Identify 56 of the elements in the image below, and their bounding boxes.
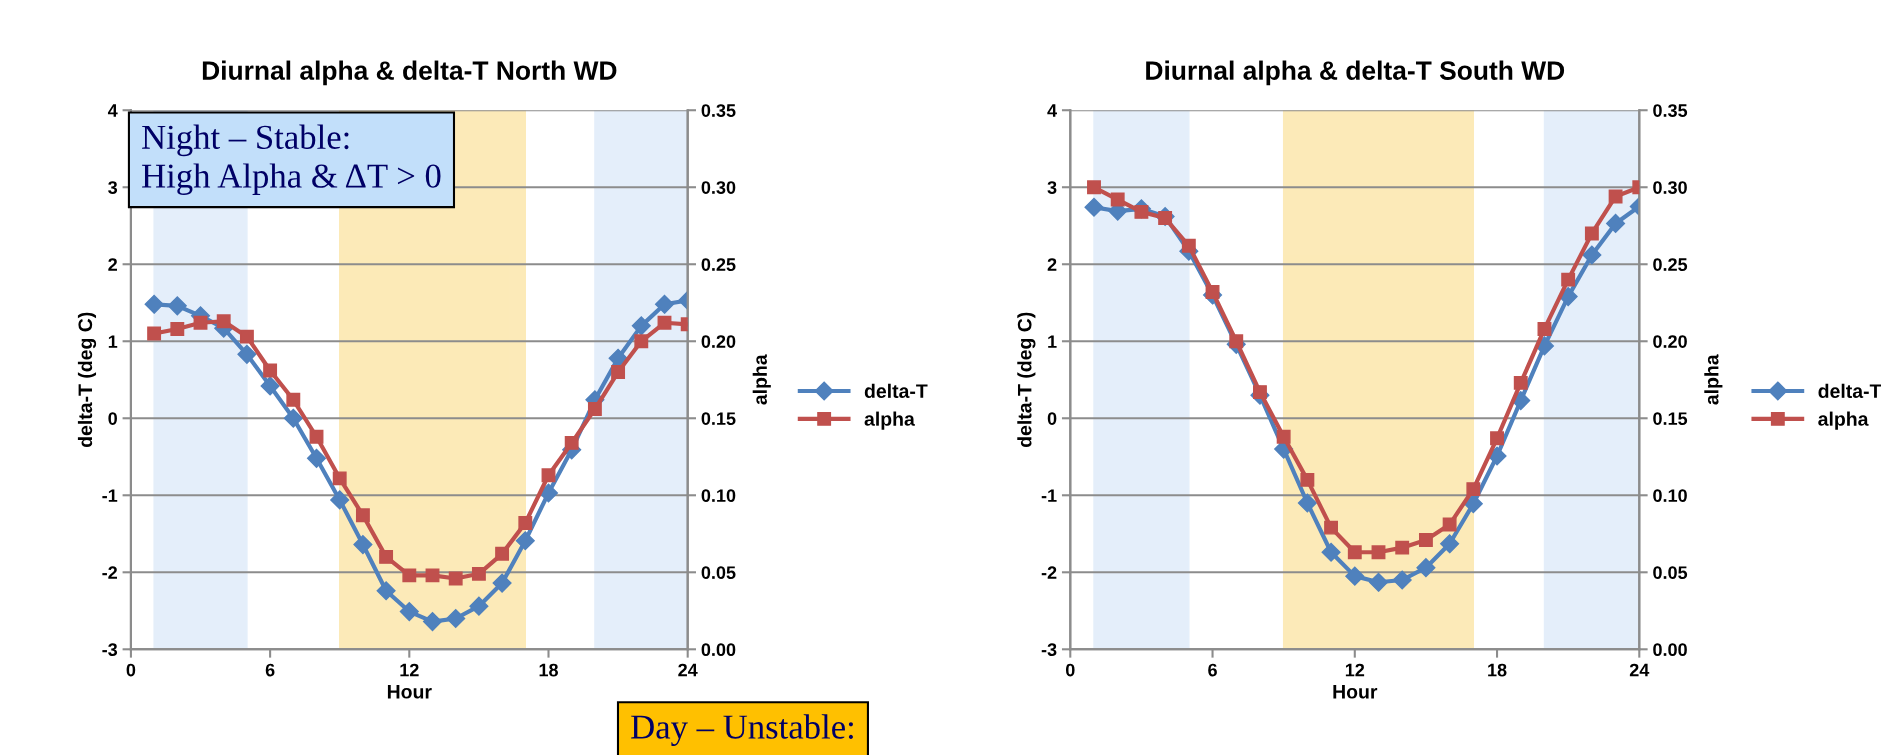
y2-tick-label: 0.35: [1653, 104, 1688, 117]
x-tick-label: 6: [265, 663, 275, 677]
y2-axis-title: alpha: [1704, 354, 1723, 405]
chart-title: Diurnal alpha & delta-T South WD: [1146, 60, 1565, 86]
x-tick-label: 24: [678, 663, 698, 677]
y-tick-label: 3: [1047, 181, 1057, 194]
y2-tick-label: 0.00: [1653, 643, 1687, 657]
y2-tick-label: 0.10: [701, 489, 736, 502]
y2-tick-label: 0.05: [701, 566, 736, 580]
y-tick-label: -1: [102, 489, 118, 502]
legend-label: alpha: [864, 411, 915, 430]
y2-tick-label: 0.10: [1653, 489, 1687, 502]
legend-label: delta-T: [1818, 383, 1881, 399]
y2-axis-title: alpha: [752, 354, 771, 405]
legend-label: delta-T: [864, 383, 928, 399]
y2-tick-label: 0.15: [1653, 412, 1688, 425]
y2-tick-label: 0.25: [1653, 258, 1688, 271]
y2-tick-label: 0.30: [1653, 181, 1687, 194]
y-tick-label: 3: [108, 181, 118, 194]
x-tick-label: 12: [1345, 663, 1365, 677]
y2-tick-label: 0.25: [701, 258, 736, 271]
text: Day – Unstable:: [631, 714, 853, 746]
x-tick-label: 6: [1208, 663, 1217, 677]
annotation: Night – Stable: High Alpha & ΔT > 0: [142, 124, 441, 195]
y2-tick-label: 0.20: [1653, 335, 1687, 348]
x-axis-title: Hour: [1333, 685, 1378, 699]
y-tick-label: -3: [1041, 643, 1057, 657]
x-tick-label: 24: [1629, 663, 1650, 677]
y-tick-label: 0: [108, 412, 117, 425]
y-tick-label: 4: [107, 104, 118, 117]
y-tick-label: -2: [1041, 566, 1057, 579]
x-tick-label: 0: [1065, 663, 1075, 677]
y-tick-label: 2: [108, 258, 117, 271]
y-tick-label: -2: [102, 566, 117, 579]
y-axis-title: delta-T (deg C): [77, 312, 97, 448]
x-tick-label: 12: [400, 663, 419, 677]
legend-label: alpha: [1818, 411, 1869, 430]
y2-tick-label: 0.30: [701, 181, 736, 194]
y2-tick-label: 0.35: [701, 104, 736, 117]
x-tick-label: 0: [126, 663, 136, 677]
y-tick-label: 1: [1048, 335, 1057, 348]
y-tick-label: 2: [1047, 258, 1057, 271]
y2-tick-label: 0.15: [701, 412, 736, 425]
y-tick-label: 4: [1047, 104, 1057, 117]
chart-title: Diurnal alpha & delta-T North WD: [202, 60, 617, 86]
y2-tick-label: 0.05: [1653, 566, 1688, 580]
y-tick-label: -1: [1041, 489, 1057, 502]
y2-tick-label: 0.00: [701, 643, 736, 657]
x-tick-label: 18: [1488, 663, 1507, 677]
y2-tick-label: 0.20: [701, 335, 736, 348]
x-tick-label: 18: [539, 663, 558, 677]
y-tick-label: 1: [108, 335, 118, 348]
y-axis-title: delta-T (deg C): [1017, 312, 1036, 448]
y-tick-label: 0: [1047, 412, 1057, 425]
x-axis-title: Hour: [387, 685, 432, 699]
y-tick-label: -3: [102, 643, 118, 657]
